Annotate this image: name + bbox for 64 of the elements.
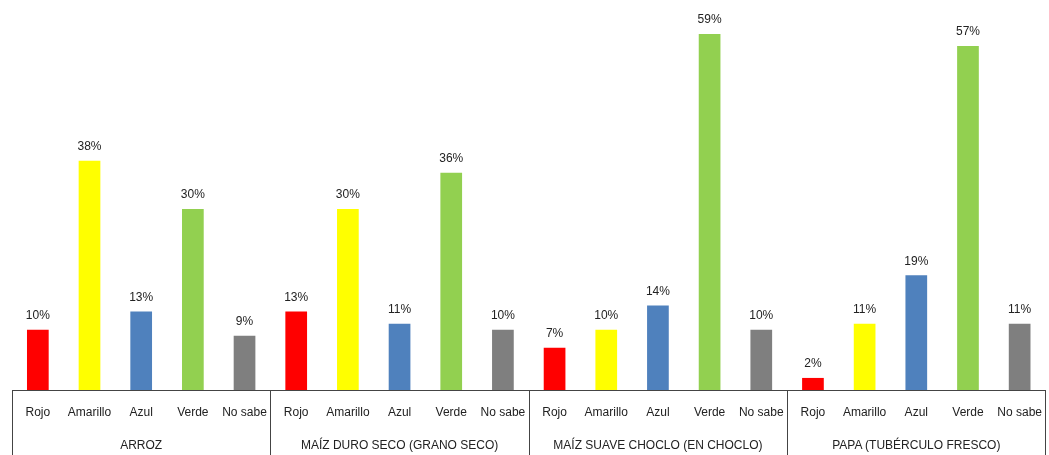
series-label: No sabe (222, 405, 268, 420)
bar (698, 34, 721, 390)
x-tick-label: ARROZ (120, 437, 163, 452)
text: No sabe (480, 405, 526, 420)
data-label: 13% (284, 289, 309, 304)
bar (492, 329, 514, 390)
data-label: 9% (235, 314, 254, 329)
data-label: 30% (180, 187, 206, 202)
data-label: 2% (804, 356, 822, 371)
data-label: 57% (955, 24, 981, 39)
data-label: 14% (645, 283, 671, 298)
bar (182, 209, 204, 390)
text: Amarillo (842, 405, 887, 420)
data-label: 10% (749, 307, 774, 322)
data-label: 13% (129, 289, 154, 304)
data-label: 7% (545, 326, 564, 341)
bar (853, 323, 876, 390)
data-label: 10% (490, 307, 516, 322)
bar (78, 160, 101, 390)
text: Rojo (800, 405, 826, 420)
text: Verde (952, 405, 984, 420)
text: Amarillo (67, 405, 112, 420)
series-label: Verde (693, 405, 726, 420)
bar (543, 347, 566, 390)
bar (285, 311, 308, 390)
data-label: 59% (697, 12, 722, 27)
data-label: 10% (594, 307, 619, 322)
bar (26, 329, 49, 390)
bar (750, 329, 773, 390)
x-tick-label: MAÍZ DURO SECO (GRANO SECO) (300, 436, 499, 452)
data-label: 11% (387, 301, 412, 316)
bar (233, 335, 256, 390)
text: Rojo (542, 405, 567, 420)
bar (130, 311, 153, 390)
text: Verde (177, 405, 209, 420)
series-label: Amarillo (584, 405, 629, 420)
bar (337, 209, 359, 390)
data-label: 11% (853, 301, 877, 316)
text: Verde (435, 405, 467, 420)
text: Rojo (283, 405, 309, 420)
text: No sabe (997, 405, 1042, 420)
data-label: 11% (1008, 301, 1032, 316)
bar (388, 323, 411, 390)
bar (957, 46, 979, 390)
bar (1008, 323, 1031, 390)
data-label: 38% (77, 139, 102, 154)
data-label: 19% (904, 253, 929, 268)
text: No sabe (738, 405, 784, 420)
data-label: 36% (439, 151, 464, 166)
bar (440, 172, 463, 390)
bar (647, 305, 669, 390)
bar (802, 377, 824, 390)
x-tick-label: PAPA (TUBÉRCULO FRESCO) (832, 436, 1001, 452)
text: Azul (129, 405, 153, 420)
text: Amarillo (326, 405, 370, 420)
x-tick-label: MAÍZ SUAVE CHOCLO (EN CHOCLO) (553, 436, 763, 452)
data-label: 30% (335, 187, 361, 202)
series-label: Azul (387, 405, 412, 420)
bar (595, 329, 618, 390)
text: Azul (646, 405, 670, 420)
text: Azul (904, 405, 928, 420)
data-label: 10% (25, 307, 51, 322)
series-label: Rojo (25, 405, 51, 420)
bar (905, 275, 928, 390)
